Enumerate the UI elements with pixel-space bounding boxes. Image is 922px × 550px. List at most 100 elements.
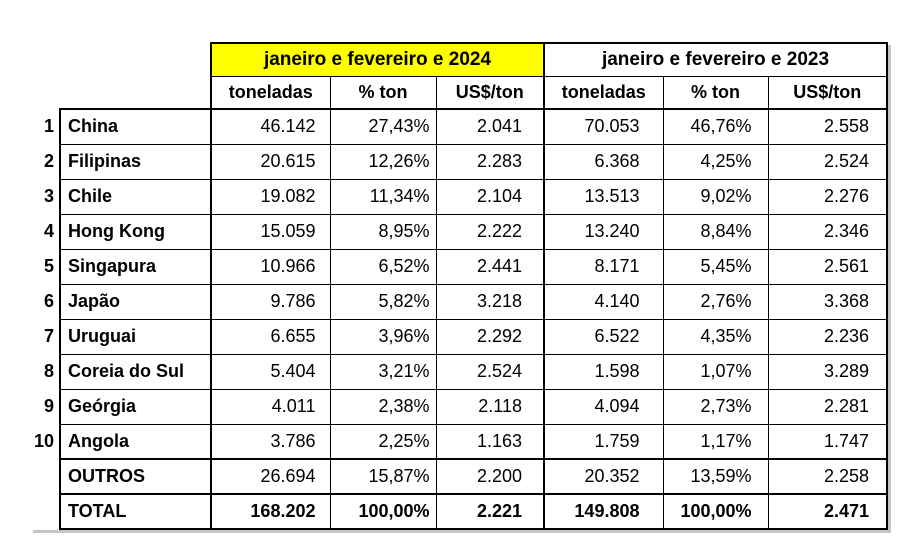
value-cell: 4.011 (210, 388, 331, 425)
value-cell: 6.655 (210, 318, 331, 355)
country-cell: Singapura (59, 248, 212, 285)
value-cell: 3,96% (329, 318, 437, 355)
rank-cell: 10 (30, 424, 60, 459)
value-cell: 6.522 (543, 318, 664, 355)
value-cell: 1.598 (543, 353, 664, 390)
column-header-toneladas-2023: toneladas (543, 75, 664, 110)
value-cell: 8,84% (662, 213, 769, 250)
value-cell: 3.786 (210, 423, 331, 460)
value-cell: 1.163 (435, 423, 545, 460)
value-cell: 27,43% (329, 108, 437, 145)
column-header-pct-ton-2023: % ton (662, 75, 769, 110)
value-cell: 20.352 (543, 458, 664, 495)
rank-cell: 7 (30, 319, 60, 354)
value-cell: 4.140 (543, 283, 664, 320)
country-cell: Uruguai (59, 318, 212, 355)
column-header-usd-ton-2023: US$/ton (767, 75, 888, 110)
value-cell: 13.513 (543, 178, 664, 215)
value-cell: 5,45% (662, 248, 769, 285)
period-header-row: janeiro e fevereiro e 2024 janeiro e fev… (30, 42, 888, 77)
value-cell: 12,26% (329, 143, 437, 180)
value-cell: 2.283 (435, 143, 545, 180)
country-cell: Chile (59, 178, 212, 215)
value-cell: 3,21% (329, 353, 437, 390)
value-cell: 2.524 (435, 353, 545, 390)
table-row: 8 Coreia do Sul 5.404 3,21% 2.524 1.598 … (30, 353, 888, 390)
value-cell: 2.222 (435, 213, 545, 250)
value-cell: 2.346 (767, 213, 888, 250)
country-cell: Hong Kong (59, 213, 212, 250)
value-cell: 26.694 (210, 458, 331, 495)
value-cell: 149.808 (543, 493, 664, 530)
rank-cell: 3 (30, 179, 60, 214)
value-cell: 15.059 (210, 213, 331, 250)
value-cell: 2.221 (435, 493, 545, 530)
table-row: 7 Uruguai 6.655 3,96% 2.292 6.522 4,35% … (30, 318, 888, 355)
value-cell: 1,17% (662, 423, 769, 460)
value-cell: 15,87% (329, 458, 437, 495)
value-cell: 1.747 (767, 423, 888, 460)
header-corner-spacer (30, 43, 211, 76)
rank-cell: 6 (30, 284, 60, 319)
value-cell: 3.368 (767, 283, 888, 320)
value-cell: 3.218 (435, 283, 545, 320)
table-row: 3 Chile 19.082 11,34% 2.104 13.513 9,02%… (30, 178, 888, 215)
table-row: 5 Singapura 10.966 6,52% 2.441 8.171 5,4… (30, 248, 888, 285)
value-cell: 2,76% (662, 283, 769, 320)
value-cell: 5,82% (329, 283, 437, 320)
value-cell: 2.292 (435, 318, 545, 355)
value-cell: 2,25% (329, 423, 437, 460)
value-cell: 8.171 (543, 248, 664, 285)
table-row: 6 Japão 9.786 5,82% 3.218 4.140 2,76% 3.… (30, 283, 888, 320)
column-header-row: toneladas % ton US$/ton toneladas % ton … (30, 75, 888, 110)
value-cell: 20.615 (210, 143, 331, 180)
table-row: 4 Hong Kong 15.059 8,95% 2.222 13.240 8,… (30, 213, 888, 250)
period-header-2024: janeiro e fevereiro e 2024 (210, 42, 545, 77)
value-cell: 6.368 (543, 143, 664, 180)
value-cell: 9,02% (662, 178, 769, 215)
country-cell: Geórgia (59, 388, 212, 425)
value-cell: 2.524 (767, 143, 888, 180)
value-cell: 2.471 (767, 493, 888, 530)
country-cell: Filipinas (59, 143, 212, 180)
value-cell: 2.104 (435, 178, 545, 215)
country-cell: China (59, 108, 212, 145)
value-cell: 168.202 (210, 493, 331, 530)
country-cell: Angola (59, 423, 212, 460)
value-cell: 1,07% (662, 353, 769, 390)
country-cell: Coreia do Sul (59, 353, 212, 390)
value-cell: 4,25% (662, 143, 769, 180)
rank-cell: 1 (30, 109, 60, 144)
value-cell: 2,38% (329, 388, 437, 425)
table-row: 2 Filipinas 20.615 12,26% 2.283 6.368 4,… (30, 143, 888, 180)
value-cell: 4,35% (662, 318, 769, 355)
table-row: 1 China 46.142 27,43% 2.041 70.053 46,76… (30, 108, 888, 145)
value-cell: 2.561 (767, 248, 888, 285)
column-header-pct-ton-2024: % ton (329, 75, 437, 110)
value-cell: 2.441 (435, 248, 545, 285)
table-row: 10 Angola 3.786 2,25% 1.163 1.759 1,17% … (30, 423, 888, 460)
rank-cell: 9 (30, 389, 60, 424)
value-cell: 13,59% (662, 458, 769, 495)
value-cell: 4.094 (543, 388, 664, 425)
value-cell: 2.276 (767, 178, 888, 215)
exports-comparison-table: janeiro e fevereiro e 2024 janeiro e fev… (30, 42, 888, 530)
column-header-usd-ton-2024: US$/ton (435, 75, 545, 110)
rank-cell (30, 494, 60, 529)
value-cell: 10.966 (210, 248, 331, 285)
rank-cell (30, 459, 60, 494)
value-cell: 19.082 (210, 178, 331, 215)
rank-cell: 2 (30, 144, 60, 179)
rank-cell: 8 (30, 354, 60, 389)
column-header-toneladas-2024: toneladas (210, 75, 331, 110)
value-cell: 3.289 (767, 353, 888, 390)
value-cell: 2.558 (767, 108, 888, 145)
value-cell: 46,76% (662, 108, 769, 145)
value-cell: 8,95% (329, 213, 437, 250)
value-cell: 100,00% (662, 493, 769, 530)
value-cell: 1.759 (543, 423, 664, 460)
rank-cell: 4 (30, 214, 60, 249)
header-corner-spacer (30, 76, 211, 109)
country-cell: Japão (59, 283, 212, 320)
value-cell: 2.041 (435, 108, 545, 145)
